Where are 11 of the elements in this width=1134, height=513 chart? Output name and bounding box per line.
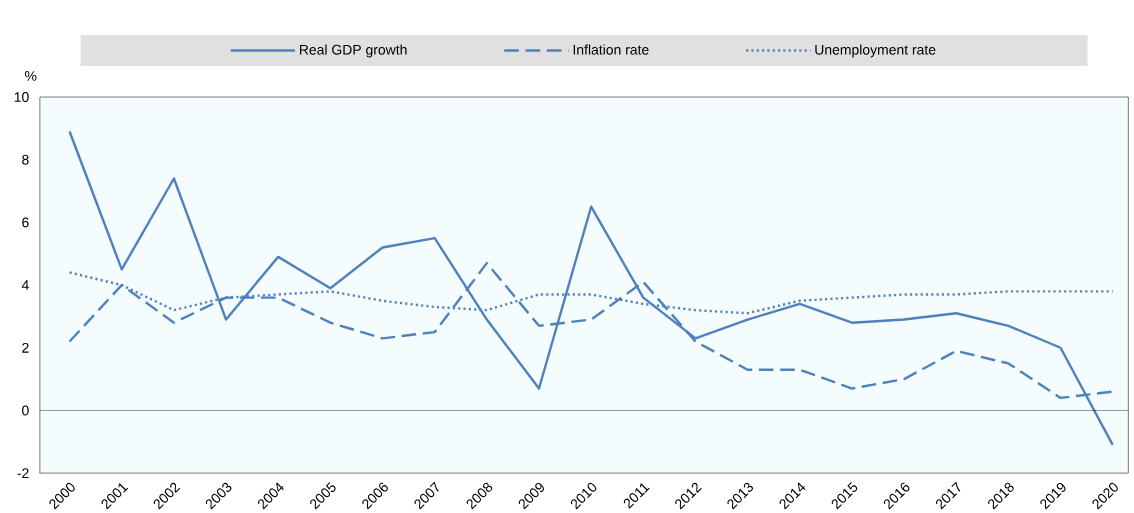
y-tick-label: 0	[22, 405, 29, 416]
y-tick-label: 2	[22, 342, 29, 353]
legend-label: Unemployment rate	[815, 44, 936, 58]
y-tick-label: 6	[22, 217, 29, 228]
y-tick-label: 8	[22, 154, 29, 165]
legend-label: Real GDP growth	[299, 44, 407, 58]
y-axis-title: %	[25, 71, 37, 81]
y-tick-label: -2	[17, 468, 29, 478]
y-tick-label: 10	[14, 92, 29, 102]
legend-label: Inflation rate	[573, 44, 649, 55]
y-tick-label: 4	[21, 280, 29, 290]
